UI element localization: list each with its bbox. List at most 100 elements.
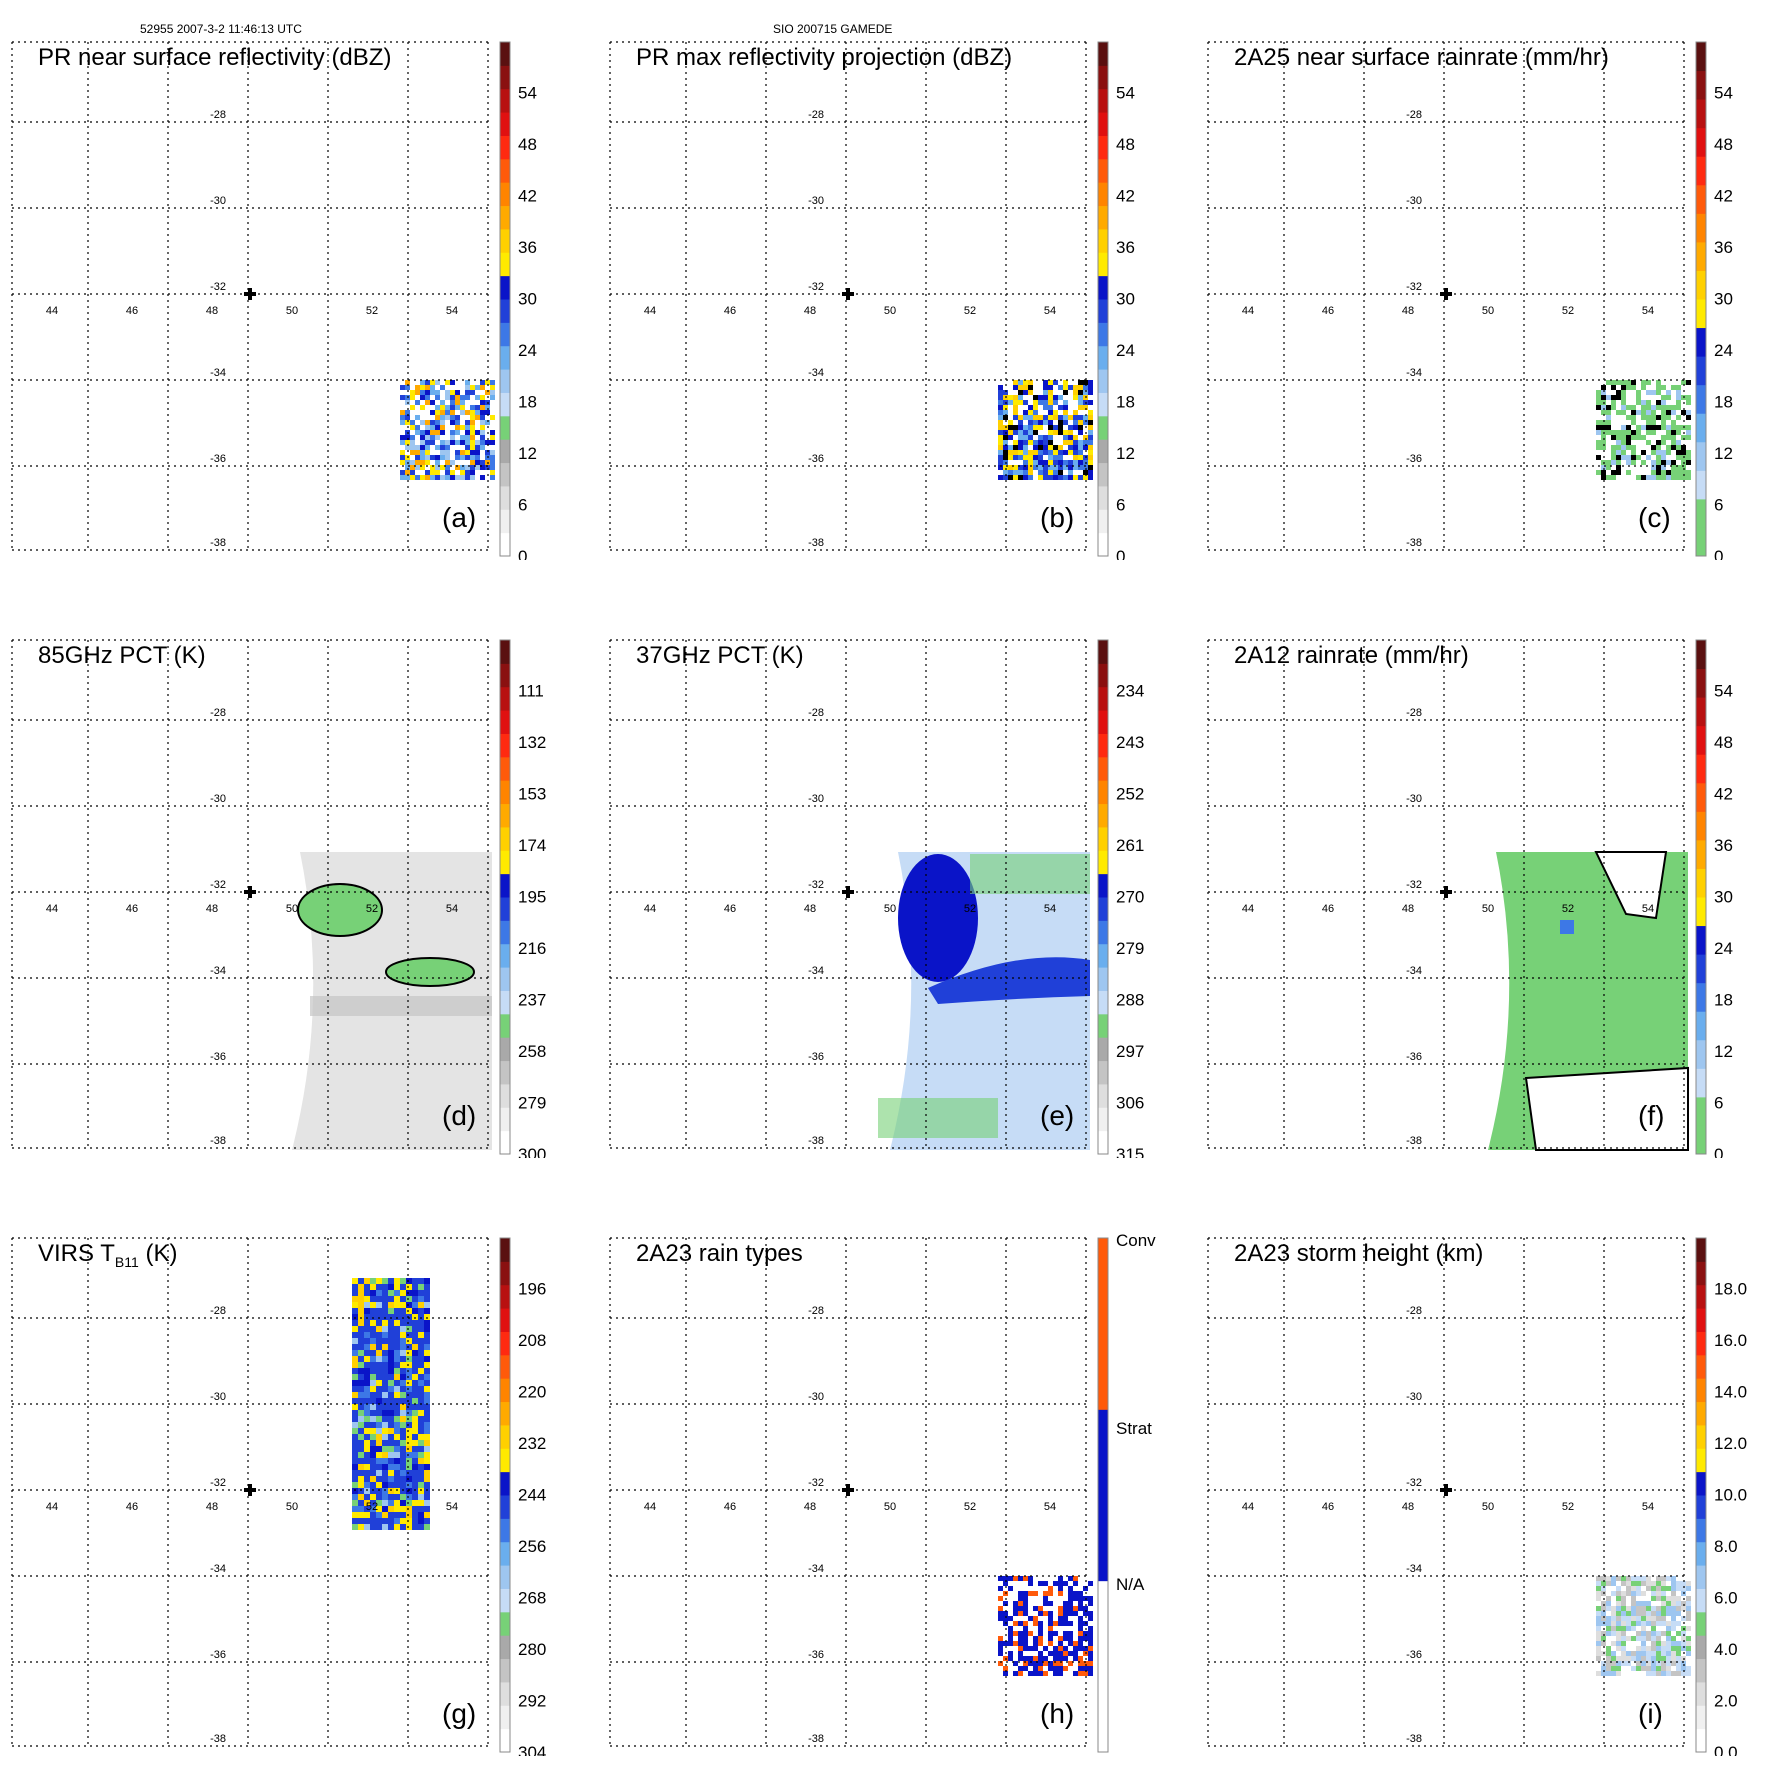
virs-pixel: [388, 1488, 394, 1494]
swath-pixel: [1596, 425, 1601, 430]
swath-pixel: [1666, 1661, 1671, 1666]
latitude-label: -34: [1406, 1563, 1422, 1575]
swath-pixel: [1681, 1661, 1686, 1666]
swath-pixel: [1028, 450, 1033, 455]
latitude-label: -32: [210, 281, 226, 293]
swath-pixel: [1666, 415, 1671, 420]
virs-pixel: [370, 1320, 376, 1326]
virs-pixel: [400, 1440, 406, 1446]
colorbar-frame: [1097, 1237, 1109, 1753]
panel-title-tail: (K): [138, 1240, 178, 1267]
swath-pixel: [1656, 1671, 1661, 1676]
swath-pixel: [1651, 435, 1656, 440]
colorbar-tick-label: 42: [1714, 187, 1733, 206]
swath-pixel: [1641, 425, 1646, 430]
swath-pixel: [1661, 1596, 1666, 1601]
swath-pixel: [1626, 1631, 1631, 1636]
swath-pixel: [1088, 1581, 1093, 1586]
virs-pixel: [352, 1356, 358, 1362]
colorbar-segment: [500, 1284, 510, 1309]
swath-pixel: [1028, 1641, 1033, 1646]
swath-pixel: [475, 450, 480, 455]
swath-pixel: [1611, 395, 1616, 400]
swath-pixel: [1008, 1601, 1013, 1606]
swath-pixel: [1621, 1656, 1626, 1661]
panel-b: -28 -30 -32 -34 -36 -38 44 46 48 50 52 54 0 6 12 18 24 30…: [598, 0, 1158, 560]
swath-pixel: [1631, 465, 1636, 470]
swath-pixel: [1671, 1576, 1676, 1581]
virs-pixel: [364, 1500, 370, 1506]
swath-pixel: [1686, 380, 1691, 385]
swath-pixel: [1073, 395, 1078, 400]
swath-pixel: [1676, 430, 1681, 435]
virs-pixel: [370, 1428, 376, 1434]
swath-pixel: [1018, 385, 1023, 390]
colorbar-segment: [1098, 42, 1108, 66]
swath-pixel: [1078, 450, 1083, 455]
virs-pixel: [418, 1368, 424, 1374]
swath-pixel: [455, 425, 460, 430]
swath-pixel: [1621, 1671, 1626, 1676]
longitude-label: 48: [804, 1501, 816, 1513]
colorbar-tick-label: 300: [518, 1145, 546, 1158]
swath-pixel: [1073, 435, 1078, 440]
swath-pixel: [998, 1611, 1003, 1616]
swath-pixel: [1073, 410, 1078, 415]
colorbar-frame: [1695, 1237, 1707, 1753]
swath-pixel: [1083, 1586, 1088, 1591]
colorbar-tick-label: 6: [518, 496, 527, 515]
swath-pixel: [1596, 1641, 1601, 1646]
swath-pixel: [1681, 1611, 1686, 1616]
swath-pixel: [1661, 410, 1666, 415]
swath-pixel: [1073, 440, 1078, 445]
colorbar-segment: [500, 1635, 510, 1660]
swath-pixel: [1028, 465, 1033, 470]
colorbar-segment: [500, 485, 510, 510]
virs-pixel: [382, 1446, 388, 1452]
colorbar-segment: [1098, 299, 1108, 323]
swath-pixel: [475, 440, 480, 445]
swath-pixel: [420, 460, 425, 465]
swath-pixel: [1621, 430, 1626, 435]
swath-pixel: [1631, 420, 1636, 425]
swath-pixel: [1626, 1606, 1631, 1611]
swath-pixel: [1083, 1641, 1088, 1646]
swath-pixel: [1043, 470, 1048, 475]
storm-center-plus-icon: [1440, 1484, 1452, 1496]
swath-pixel: [1033, 1591, 1038, 1596]
colorbar-segment: [1696, 441, 1706, 471]
virs-pixel: [412, 1290, 418, 1296]
virs-pixel: [394, 1500, 400, 1506]
virs-pixel: [352, 1362, 358, 1368]
swath-pixel: [1003, 465, 1008, 470]
panel-letter-label: (g): [442, 1698, 477, 1729]
swath-pixel: [1003, 470, 1008, 475]
swath-pixel: [1048, 405, 1053, 410]
swath-pixel: [1013, 400, 1018, 405]
swath-pixel: [1013, 1646, 1018, 1651]
swath-pixel: [435, 470, 440, 475]
virs-pixel: [424, 1398, 430, 1404]
swath-pixel: [1656, 1586, 1661, 1591]
swath-pixel: [1018, 400, 1023, 405]
virs-pixel: [394, 1374, 400, 1380]
latitude-label: -38: [1406, 1733, 1422, 1745]
swath-pixel: [1013, 470, 1018, 475]
swath-pixel: [1083, 390, 1088, 395]
swath-pixel: [405, 440, 410, 445]
colorbar: [1097, 1237, 1109, 1753]
virs-pixel: [352, 1278, 358, 1284]
virs-pixel: [376, 1356, 382, 1362]
swath-pixel: [1611, 1621, 1616, 1626]
swath-pixel: [1038, 445, 1043, 450]
swath-pixel: [425, 430, 430, 435]
swath-pixel: [1048, 455, 1053, 460]
swath-pixel: [1063, 430, 1068, 435]
swath-pixel: [1676, 1656, 1681, 1661]
colorbar-tick-label: 18: [1714, 393, 1733, 412]
swath-pixel: [1626, 1596, 1631, 1601]
colorbar-segment: [500, 228, 510, 253]
virs-pixel: [406, 1374, 412, 1380]
virs-pixel: [424, 1308, 430, 1314]
colorbar-segment: [500, 252, 510, 277]
